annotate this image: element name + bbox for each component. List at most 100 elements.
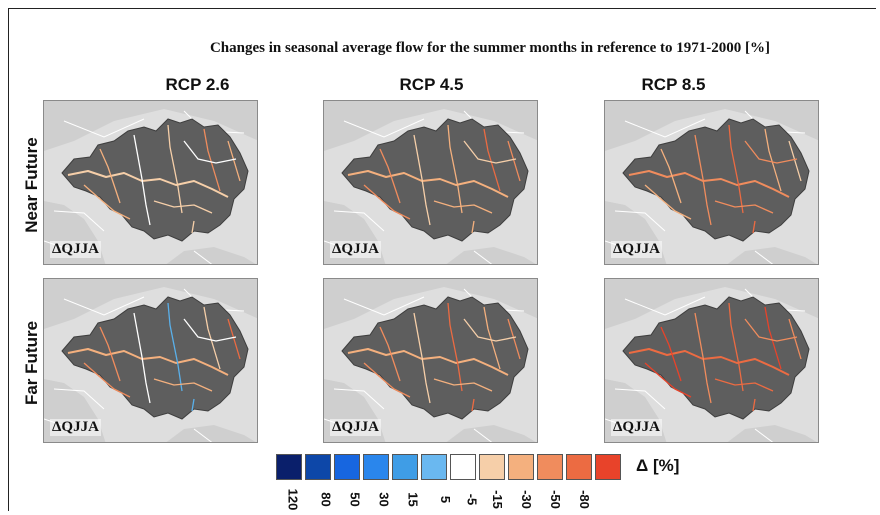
legend-swatch xyxy=(595,454,621,480)
river-segment xyxy=(507,318,521,360)
legend-tick-label: -80 xyxy=(577,489,593,509)
surrounding-land xyxy=(605,279,818,329)
country-border xyxy=(754,250,774,264)
river-segment xyxy=(714,378,774,392)
river-segment xyxy=(728,302,744,392)
river-segment xyxy=(447,124,463,214)
legend-swatch xyxy=(537,454,563,480)
river-segment xyxy=(133,312,151,404)
legend-tick-label: -5 xyxy=(464,493,480,505)
country-border xyxy=(614,210,666,232)
panel-label: ΔQJJA xyxy=(50,241,101,258)
river-segment xyxy=(752,398,756,412)
river-segment xyxy=(714,200,774,214)
basin-map xyxy=(605,279,818,442)
river-segment xyxy=(660,148,682,204)
river-segment xyxy=(191,398,195,412)
figure-frame xyxy=(8,8,876,511)
surrounding-land xyxy=(44,279,257,329)
river-segment xyxy=(153,378,213,392)
river-segment xyxy=(227,140,241,182)
map-panel: ΔQJJA xyxy=(323,100,538,265)
panel-label: ΔQJJA xyxy=(611,419,662,436)
river-segment xyxy=(788,140,802,182)
river-segment xyxy=(413,312,431,404)
river-segment xyxy=(433,200,493,214)
country-border xyxy=(63,296,145,316)
legend-swatch xyxy=(334,454,360,480)
panel-label: ΔQJJA xyxy=(330,419,381,436)
river-segment xyxy=(483,128,501,192)
river-segment xyxy=(483,306,501,370)
river-segment xyxy=(183,318,237,342)
column-header-rcp85: RCP 8.5 xyxy=(641,75,706,94)
figure-title: Changes in seasonal average flow for the… xyxy=(209,40,771,56)
river-segment xyxy=(167,124,183,214)
river-segment xyxy=(628,348,790,376)
river-segment xyxy=(67,348,229,376)
river-segment xyxy=(694,134,712,226)
river-segment xyxy=(227,318,241,360)
river-segment xyxy=(203,306,221,370)
river-segment xyxy=(644,362,692,398)
map-panel: ΔQJJA xyxy=(604,100,819,265)
legend-swatch xyxy=(508,454,534,480)
legend-tick-label: -50 xyxy=(548,489,564,509)
column-header-rcp26: RCP 2.6 xyxy=(165,75,230,94)
legend-tick-label: -30 xyxy=(519,489,535,509)
river-segment xyxy=(752,220,756,234)
map-panel: ΔQJJA xyxy=(43,278,258,443)
surrounding-land xyxy=(446,247,536,264)
map-panel: ΔQJJA xyxy=(43,100,258,265)
surrounding-land xyxy=(44,101,257,151)
country-border xyxy=(473,250,493,264)
country-border xyxy=(343,296,425,316)
country-border xyxy=(193,428,213,442)
river-segment xyxy=(379,326,401,382)
river-segment xyxy=(133,134,151,226)
river-segment xyxy=(628,170,790,198)
legend-swatch xyxy=(363,454,389,480)
river-segment xyxy=(153,200,213,214)
country-border xyxy=(624,296,706,316)
surrounding-land xyxy=(727,247,817,264)
river-segment xyxy=(99,148,121,204)
panel-label: ΔQJJA xyxy=(611,241,662,258)
country-border xyxy=(193,250,213,264)
river-segment xyxy=(744,140,798,164)
map-panel: ΔQJJA xyxy=(604,278,819,443)
country-border xyxy=(624,118,706,138)
legend-swatch xyxy=(305,454,331,480)
legend-swatch xyxy=(450,454,476,480)
country-border xyxy=(754,428,774,442)
river-segment xyxy=(83,184,131,220)
river-segment xyxy=(471,398,475,412)
river-segment xyxy=(413,134,431,226)
river-segment xyxy=(191,220,195,234)
legend-swatch xyxy=(421,454,447,480)
surrounding-land xyxy=(446,425,536,442)
legend-tick-label: -15 xyxy=(490,489,506,509)
river-segment xyxy=(433,378,493,392)
country-border xyxy=(333,388,385,410)
legend-swatch xyxy=(392,454,418,480)
river-segment xyxy=(471,220,475,234)
surrounding-land xyxy=(166,247,256,264)
legend-unit-label: Δ [%] xyxy=(636,456,680,475)
legend-tick-label: 15 xyxy=(405,491,421,507)
basin-map xyxy=(605,101,818,264)
panel-label: ΔQJJA xyxy=(50,419,101,436)
legend-swatch xyxy=(276,454,302,480)
row-header-far-future: Far Future xyxy=(22,320,41,406)
country-border xyxy=(63,118,145,138)
panel-label: ΔQJJA xyxy=(330,241,381,258)
river-segment xyxy=(363,184,411,220)
legend-tick-label: 80 xyxy=(318,491,334,507)
river-segment xyxy=(507,140,521,182)
country-border xyxy=(53,388,105,410)
column-header-rcp45: RCP 4.5 xyxy=(399,75,464,94)
legend-swatch xyxy=(479,454,505,480)
river-segment xyxy=(203,128,221,192)
legend-tick-label: 5 xyxy=(437,495,453,503)
river-segment xyxy=(167,302,183,392)
